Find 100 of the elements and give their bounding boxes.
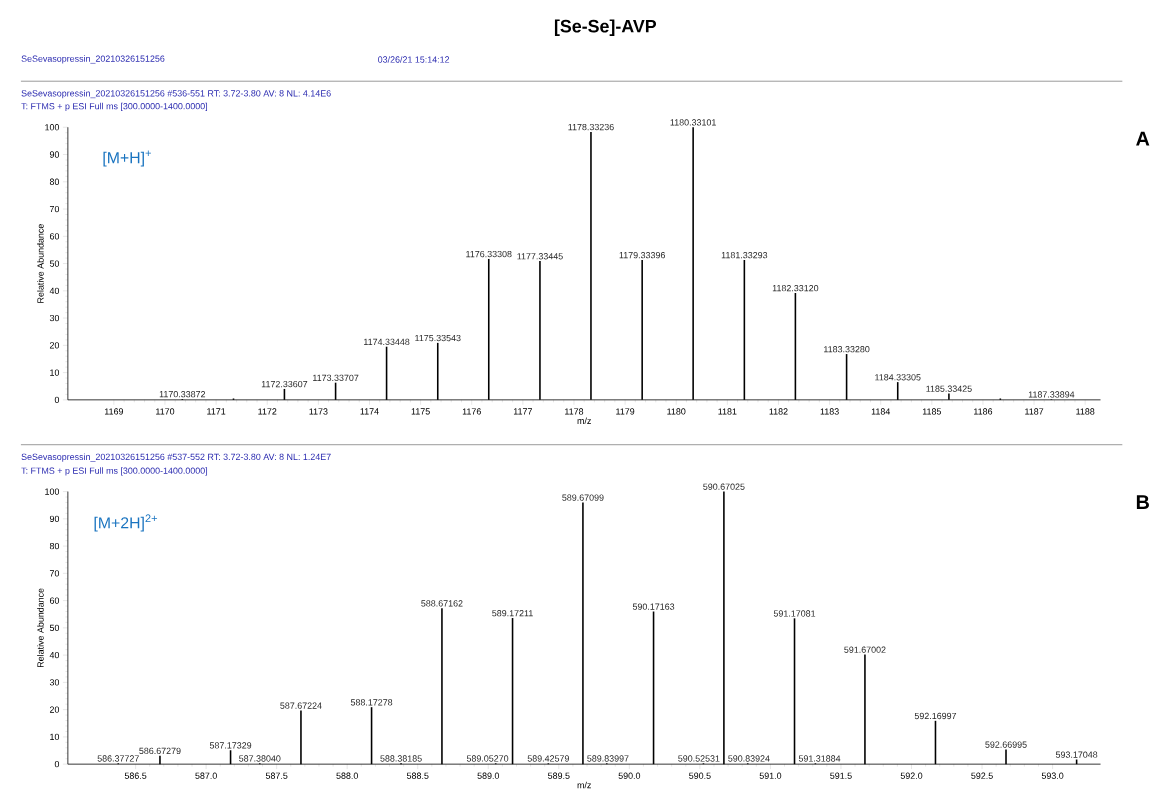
y-tick-label: 100 — [45, 488, 60, 495]
x-tick-label: 1181 — [718, 408, 737, 415]
x-tick-label: 1185 — [922, 408, 942, 415]
x-tick-label: 588.0 — [336, 772, 358, 779]
x-tick-label: 588.5 — [406, 772, 429, 779]
annotation: 589.83997 — [587, 755, 629, 762]
x-tick-label: 586.5 — [124, 772, 147, 779]
x-tick-label: 590.0 — [618, 772, 641, 779]
annotation: 588.38185 — [380, 755, 422, 762]
y-tick-label: 0 — [54, 760, 60, 768]
annotation: 589.67099 — [562, 494, 604, 501]
x-tick-label: 1188 — [1076, 408, 1095, 415]
x-tick-label: 1173 — [309, 408, 328, 415]
annotation: 1170.33872 — [159, 390, 206, 398]
annotation: 1173.33707 — [313, 374, 359, 381]
x-tick-label: 1178 — [565, 408, 584, 415]
annotation: 589.17211 — [492, 609, 533, 617]
x-tick-label: 1172 — [258, 408, 277, 415]
x-tick-label: 1179 — [616, 408, 635, 415]
text: T: FTMS + p ESI Full ms [300.0000-1400.0000] — [21, 467, 208, 476]
y-tick-label: 80 — [49, 178, 60, 185]
x-tick-label: 1176 — [462, 408, 481, 415]
annotation: 591.67002 — [844, 646, 886, 653]
annotation: 1182.33120 — [772, 284, 819, 292]
x-tick-label: 1174 — [360, 408, 379, 415]
annotation: 1175.33543 — [415, 334, 461, 342]
y-tick-label: 50 — [49, 624, 60, 631]
text: SeSevasopressin_20210326151256 #537-552 RT: 3.72-3.80 AV: 8 NL: 1.24E7 — [21, 453, 331, 462]
x-tick-label: 1182 — [769, 408, 788, 415]
annotation: 592.16997 — [914, 712, 957, 719]
annotation: 1179.33396 — [619, 251, 665, 259]
x-axis-title: m/z — [577, 417, 591, 424]
x-tick-label: 587.5 — [265, 772, 288, 779]
annotation: 592.66995 — [985, 741, 1027, 748]
y-tick-label: 10 — [50, 369, 60, 376]
annotation: 589.05270 — [466, 755, 509, 762]
text: A — [1136, 131, 1150, 146]
x-tick-label: 593.0 — [1041, 772, 1064, 779]
y-tick-label: 90 — [49, 515, 60, 522]
annotation: 1177.33445 — [517, 252, 563, 260]
annotation: 591.31884 — [798, 755, 841, 762]
annotation: 587.17329 — [209, 742, 252, 749]
x-tick-label: 1186 — [974, 408, 993, 415]
x-tick-label: 592.5 — [971, 772, 993, 779]
x-tick-label: 1180 — [667, 408, 686, 415]
annotation: 1184.33305 — [875, 373, 921, 381]
y-tick-label: 40 — [49, 651, 60, 659]
x-tick-label: 1171 — [207, 408, 226, 415]
x-axis-title: m/z — [577, 781, 591, 789]
x-tick-label: 1183 — [820, 408, 839, 415]
y-tick-label: 40 — [49, 287, 60, 294]
annotation: 590.83924 — [728, 755, 770, 762]
annotation: 589.42579 — [527, 755, 569, 762]
chart-title: [Se-Se]-AVP — [554, 19, 657, 36]
annotation: 586.37727 — [97, 755, 139, 762]
y-axis-title: Relative Abundance — [37, 588, 44, 667]
annotation: [M+2H]$^{2+}$ — [94, 514, 158, 532]
x-tick-label: 591.5 — [830, 772, 852, 779]
x-tick-label: 1169 — [104, 408, 124, 415]
annotation: 1183.33280 — [824, 345, 870, 353]
annotation: 590.17163 — [632, 603, 675, 610]
x-tick-label: 1187 — [1025, 408, 1044, 415]
y-axis-title: Relative Abundance — [37, 223, 44, 303]
x-tick-label: 1177 — [513, 408, 532, 415]
text: SeSevasopressin_20210326151256 — [21, 55, 165, 64]
x-tick-label: 589.0 — [477, 772, 500, 779]
text: T: FTMS + p ESI Full ms [300.0000-1400.0000] — [21, 102, 208, 111]
annotation: 588.67162 — [421, 600, 463, 607]
annotation: 1185.33425 — [926, 385, 972, 392]
annotation: 590.67025 — [703, 483, 745, 490]
annotation: 593.17048 — [1055, 751, 1098, 758]
y-tick-label: 60 — [49, 232, 60, 240]
annotation: 587.67224 — [280, 702, 322, 709]
annotation: [M+H]$^{+}$ — [103, 150, 151, 167]
annotation: 1180.33101 — [670, 119, 716, 126]
annotation: 588.17278 — [350, 699, 393, 706]
y-tick-label: 70 — [49, 205, 60, 213]
annotation: 1178.33236 — [568, 123, 614, 131]
x-tick-label: 589.5 — [548, 772, 570, 779]
x-tick-label: 1170 — [156, 408, 175, 415]
text: SeSevasopressin_20210326151256 #536-551 RT: 3.72-3.80 AV: 8 NL: 4.14E6 — [21, 89, 331, 99]
annotation: 1174.33448 — [364, 338, 410, 345]
y-tick-label: 60 — [49, 597, 60, 604]
y-tick-label: 80 — [49, 542, 60, 550]
annotation: 587.38040 — [239, 755, 281, 762]
x-tick-label: 1175 — [411, 408, 430, 415]
y-tick-label: 70 — [49, 570, 60, 577]
x-tick-label: 590.5 — [689, 772, 711, 779]
y-tick-label: 20 — [49, 342, 60, 349]
annotation: 1187.33894 — [1028, 391, 1075, 398]
x-tick-label: 592.0 — [900, 772, 923, 779]
annotation: 590.52531 — [678, 755, 720, 762]
text: 03/26/21 15:14:12 — [378, 55, 450, 63]
annotation: 1176.33308 — [466, 250, 512, 258]
annotation: 1172.33607 — [261, 380, 308, 388]
annotation: 591.17081 — [773, 610, 816, 617]
y-tick-label: 90 — [49, 151, 60, 158]
x-tick-label: 591.0 — [759, 772, 782, 779]
annotation: 586.67279 — [139, 747, 181, 754]
y-tick-label: 30 — [49, 679, 60, 686]
